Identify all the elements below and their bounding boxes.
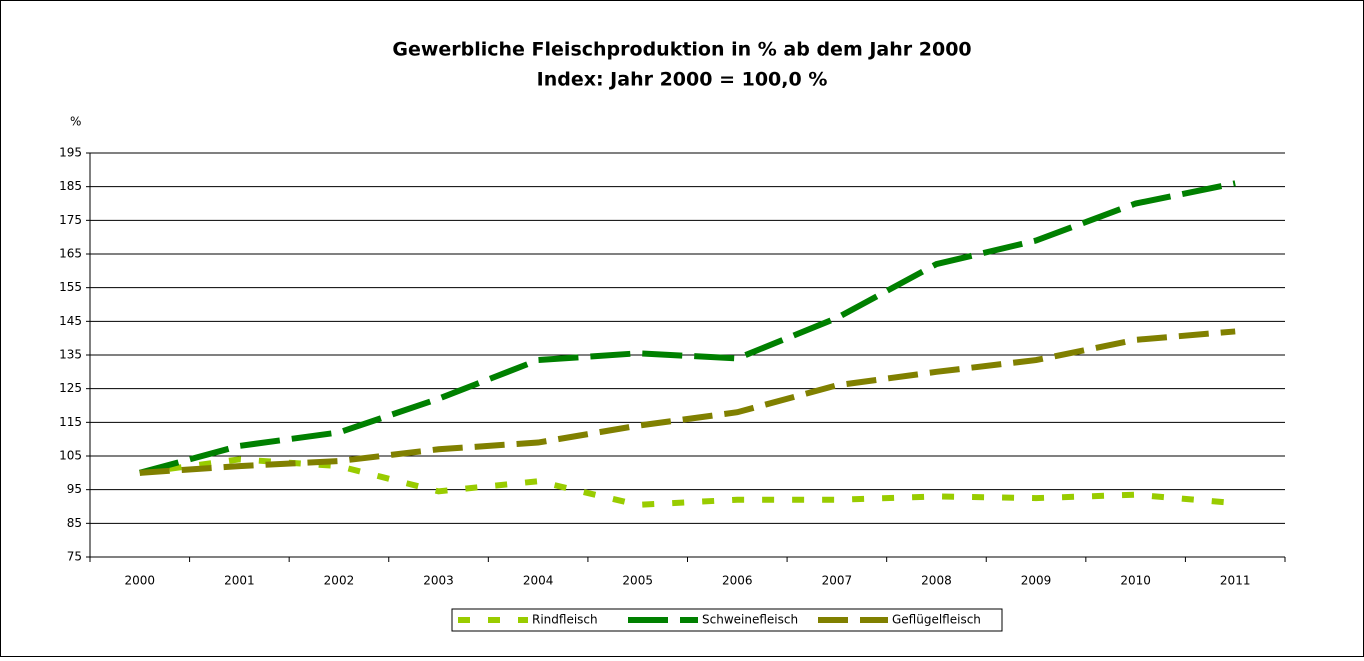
series-line xyxy=(139,456,1236,508)
y-tick-label: 75 xyxy=(67,550,82,564)
y-tick-label: 115 xyxy=(59,415,82,429)
y-tick-label: 185 xyxy=(59,179,82,193)
y-tick-label: 145 xyxy=(59,314,82,328)
y-axis-label: % xyxy=(70,115,81,129)
legend-label: Rindfleisch xyxy=(532,613,598,627)
x-tick-label: 2005 xyxy=(622,574,653,588)
chart-title: Gewerbliche Fleischproduktion in % ab de… xyxy=(392,39,971,61)
x-tick-label: 2001 xyxy=(224,574,255,588)
x-tick-label: 2009 xyxy=(1021,574,1052,588)
series-line xyxy=(139,180,1236,476)
x-tick-label: 2003 xyxy=(423,574,454,588)
chart-subtitle: Index: Jahr 2000 = 100,0 % xyxy=(537,69,828,91)
y-tick-label: 95 xyxy=(67,482,82,496)
series-line xyxy=(139,328,1236,476)
legend-label: Schweinefleisch xyxy=(702,613,798,627)
x-tick-label: 2007 xyxy=(822,574,853,588)
legend-label: Geflügelfleisch xyxy=(892,613,981,627)
x-tick-label: 2006 xyxy=(722,574,753,588)
x-tick-label: 2011 xyxy=(1220,574,1251,588)
y-tick-label: 175 xyxy=(59,213,82,227)
legend-box xyxy=(451,608,1003,632)
x-tick-label: 2010 xyxy=(1120,574,1151,588)
x-tick-label: 2000 xyxy=(125,574,156,588)
x-tick-label: 2002 xyxy=(324,574,355,588)
y-tick-label: 155 xyxy=(59,280,82,294)
x-tick-label: 2004 xyxy=(523,574,554,588)
y-tick-label: 105 xyxy=(59,449,82,463)
y-tick-label: 85 xyxy=(67,516,82,530)
y-tick-label: 135 xyxy=(59,348,82,362)
y-tick-label: 195 xyxy=(59,146,82,160)
y-tick-label: 165 xyxy=(59,247,82,261)
x-tick-label: 2008 xyxy=(921,574,952,588)
y-tick-label: 125 xyxy=(59,381,82,395)
